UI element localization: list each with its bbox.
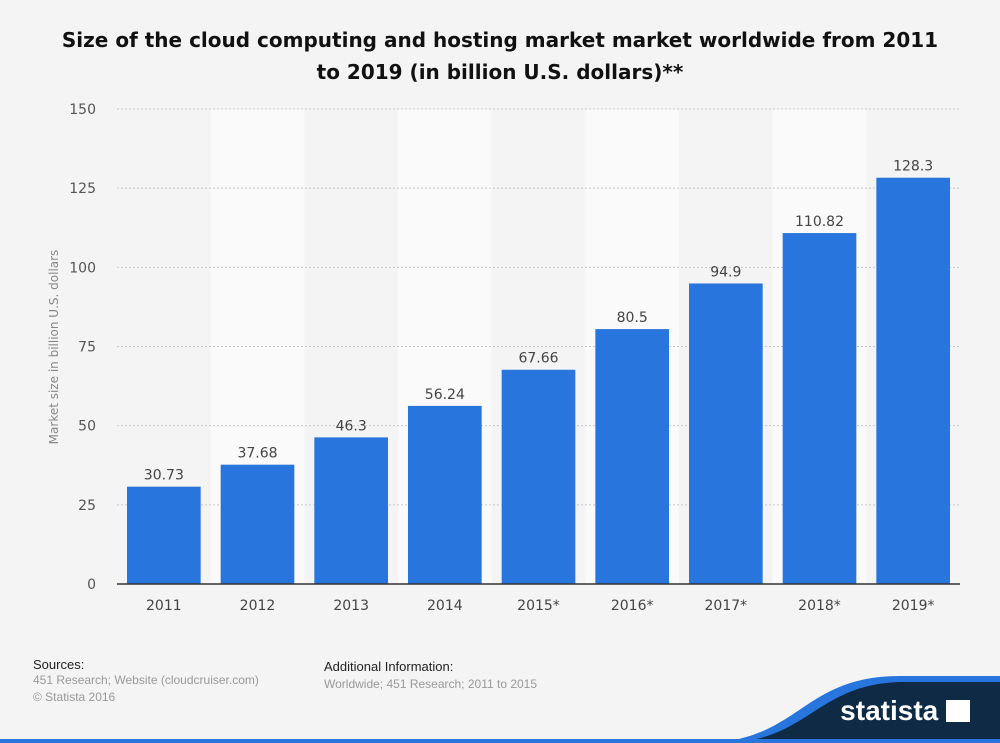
additional-text: Worldwide; 451 Research; 2011 to 2015 (324, 677, 538, 691)
bar (127, 486, 201, 584)
data-label: 30.73 (144, 468, 184, 484)
bar (595, 329, 669, 584)
x-tick-label: 2013 (333, 598, 369, 614)
x-tick-label: 2014 (427, 598, 463, 614)
x-tick-label: 2019* (892, 598, 935, 614)
data-label: 94.9 (710, 264, 741, 280)
bar (689, 283, 763, 584)
sources-text: 451 Research; Website (cloudcruiser.com) (33, 673, 259, 687)
data-label: 110.82 (795, 214, 844, 230)
bar (314, 437, 388, 584)
additional-info: Additional Information: Worldwide; 451 R… (324, 659, 537, 693)
y-tick-label: 0 (87, 577, 96, 593)
y-axis-label: Market size in billion U.S. dollars (47, 250, 61, 445)
x-tick-label: 2018* (798, 598, 841, 614)
data-label: 56.24 (425, 387, 465, 403)
statista-logo[interactable]: statista (840, 695, 970, 727)
data-label: 128.3 (893, 159, 933, 175)
y-tick-label: 125 (69, 181, 96, 197)
bar (220, 464, 295, 584)
x-tick-label: 2011 (146, 598, 182, 614)
additional-label: Additional Information: (324, 659, 454, 674)
x-tick-label: 2017* (705, 598, 748, 614)
sources: Sources: 451 Research; Website (cloudcru… (33, 657, 259, 706)
chart-title: Size of the cloud computing and hosting … (61, 28, 939, 84)
data-label: 67.66 (518, 351, 558, 367)
y-tick-label: 100 (69, 260, 96, 276)
data-label: 37.68 (237, 446, 277, 462)
y-tick-label: 150 (69, 102, 96, 118)
bar (782, 233, 857, 584)
y-tick-label: 75 (78, 340, 96, 356)
sources-label: Sources: (33, 657, 85, 672)
y-tick-label: 50 (78, 419, 96, 435)
bar (501, 369, 576, 584)
brand-text: statista (840, 695, 939, 726)
y-tick-label: 25 (78, 498, 96, 514)
copyright: © Statista 2016 (33, 690, 116, 704)
statista-logo-icon (946, 700, 970, 722)
x-tick-label: 2012 (240, 598, 276, 614)
data-label: 80.5 (617, 310, 648, 326)
bar (408, 405, 482, 584)
data-label: 46.3 (336, 418, 367, 434)
x-tick-label: 2015* (517, 598, 560, 614)
bar (876, 177, 950, 584)
x-tick-label: 2016* (611, 598, 654, 614)
